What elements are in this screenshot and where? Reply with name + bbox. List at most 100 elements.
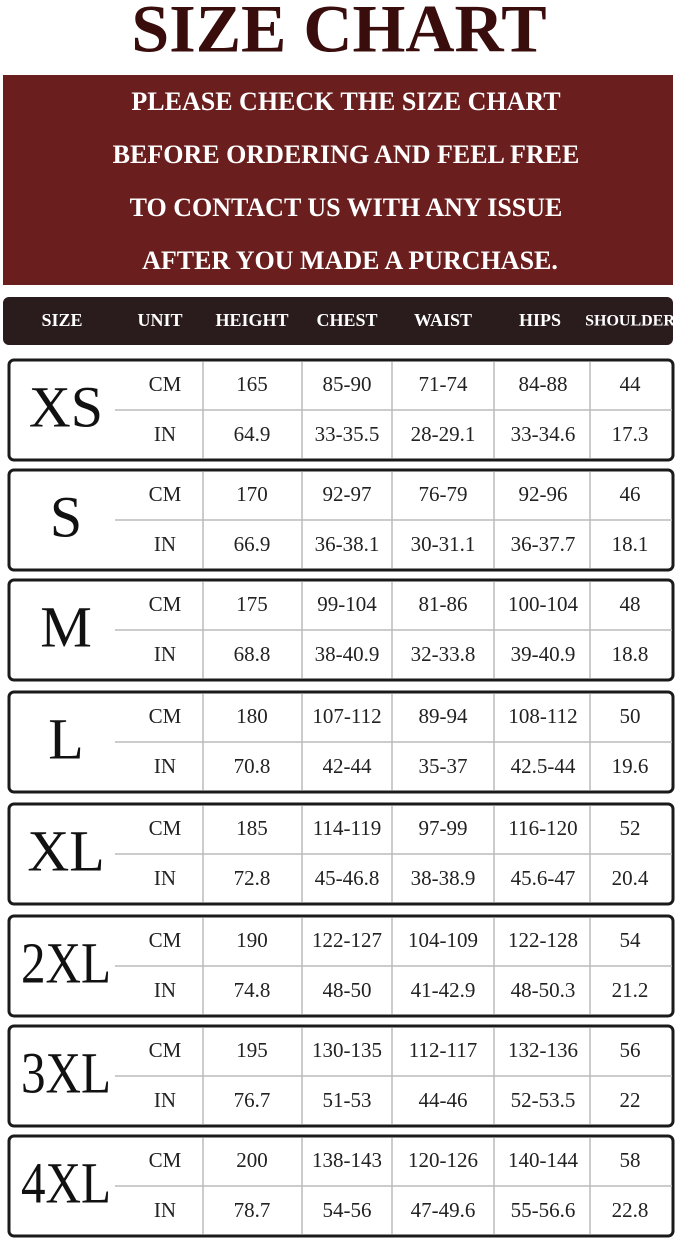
measurement: 200 [236, 1148, 268, 1172]
measurement: 45.6-47 [511, 866, 576, 890]
measurement: 92-97 [323, 482, 372, 506]
measurement: 81-86 [419, 592, 468, 616]
column-header: HIPS [519, 310, 561, 330]
measurement: 89-94 [419, 704, 468, 728]
notice-line: AFTER YOU MADE A PURCHASE. [142, 246, 558, 275]
measurement: 41-42.9 [411, 978, 476, 1002]
measurement: 42.5-44 [511, 754, 576, 778]
measurement: 58 [620, 1148, 641, 1172]
measurement: 47-49.6 [411, 1198, 476, 1222]
size-label: M [40, 594, 92, 659]
measurement: 122-128 [508, 928, 578, 952]
measurement: 48-50.3 [511, 978, 576, 1002]
measurement: 42-44 [323, 754, 372, 778]
measurement: 108-112 [508, 704, 577, 728]
unit: CM [149, 1148, 182, 1172]
measurement: 51-53 [323, 1088, 372, 1112]
unit: IN [154, 642, 176, 666]
measurement: 97-99 [419, 816, 468, 840]
measurement: 54 [620, 928, 642, 952]
unit: IN [154, 1198, 176, 1222]
measurement: 99-104 [317, 592, 377, 616]
measurement: 195 [236, 1038, 268, 1062]
size-label: 4XL [21, 1150, 111, 1215]
measurement: 170 [236, 482, 268, 506]
measurement: 64.9 [234, 422, 271, 446]
unit: IN [154, 422, 176, 446]
unit: CM [149, 928, 182, 952]
measurement: 107-112 [312, 704, 381, 728]
measurement: 138-143 [312, 1148, 382, 1172]
column-header: HEIGHT [215, 310, 288, 330]
measurement: 120-126 [408, 1148, 478, 1172]
measurement: 71-74 [419, 372, 468, 396]
measurement: 46 [620, 482, 641, 506]
column-header: CHEST [316, 310, 377, 330]
measurement: 56 [620, 1038, 641, 1062]
measurement: 132-136 [508, 1038, 578, 1062]
measurement: 22 [620, 1088, 641, 1112]
size-label: 2XL [21, 930, 111, 995]
measurement: 22.8 [612, 1198, 649, 1222]
measurement: 48-50 [323, 978, 372, 1002]
measurement: 85-90 [323, 372, 372, 396]
measurement: 76.7 [234, 1088, 271, 1112]
measurement: 55-56.6 [511, 1198, 576, 1222]
size-label: L [48, 706, 83, 771]
unit: CM [149, 1038, 182, 1062]
measurement: 76-79 [419, 482, 468, 506]
measurement: 44-46 [419, 1088, 468, 1112]
measurement: 54-56 [323, 1198, 372, 1222]
measurement: 17.3 [612, 422, 649, 446]
measurement: 116-120 [508, 816, 577, 840]
measurement: 44 [620, 372, 642, 396]
measurement: 21.2 [612, 978, 649, 1002]
measurement: 48 [620, 592, 641, 616]
measurement: 92-96 [519, 482, 568, 506]
measurement: 185 [236, 816, 268, 840]
measurement: 36-37.7 [511, 532, 576, 556]
measurement: 78.7 [234, 1198, 271, 1222]
column-header: UNIT [137, 310, 182, 330]
notice-line: BEFORE ORDERING AND FEEL FREE [113, 140, 580, 169]
size-label: XS [29, 374, 103, 439]
measurement: 50 [620, 704, 641, 728]
unit: CM [149, 372, 182, 396]
column-header: WAIST [414, 310, 472, 330]
measurement: 33-35.5 [315, 422, 380, 446]
measurement: 175 [236, 592, 268, 616]
unit: IN [154, 978, 176, 1002]
measurement: 19.6 [612, 754, 649, 778]
measurement: 72.8 [234, 866, 271, 890]
measurement: 190 [236, 928, 268, 952]
notice-line: PLEASE CHECK THE SIZE CHART [131, 87, 560, 116]
size-label: 3XL [21, 1040, 111, 1105]
notice-banner [3, 75, 673, 285]
measurement: 35-37 [419, 754, 468, 778]
measurement: 32-33.8 [411, 642, 476, 666]
measurement: 18.8 [612, 642, 649, 666]
header-bar [3, 297, 673, 345]
measurement: 100-104 [508, 592, 578, 616]
measurement: 114-119 [313, 816, 381, 840]
measurement: 74.8 [234, 978, 271, 1002]
measurement: 66.9 [234, 532, 271, 556]
measurement: 68.8 [234, 642, 271, 666]
measurement: 38-38.9 [411, 866, 476, 890]
notice-line: TO CONTACT US WITH ANY ISSUE [130, 193, 563, 222]
measurement: 130-135 [312, 1038, 382, 1062]
measurement: 70.8 [234, 754, 271, 778]
measurement: 122-127 [312, 928, 382, 952]
measurement: 45-46.8 [315, 866, 380, 890]
measurement: 165 [236, 372, 268, 396]
measurement: 38-40.9 [315, 642, 380, 666]
measurement: 33-34.6 [511, 422, 576, 446]
measurement: 18.1 [612, 532, 649, 556]
title: SIZE CHART [131, 0, 546, 67]
measurement: 30-31.1 [411, 532, 476, 556]
measurement: 104-109 [408, 928, 478, 952]
unit: IN [154, 1088, 176, 1112]
measurement: 140-144 [508, 1148, 578, 1172]
unit: CM [149, 592, 182, 616]
